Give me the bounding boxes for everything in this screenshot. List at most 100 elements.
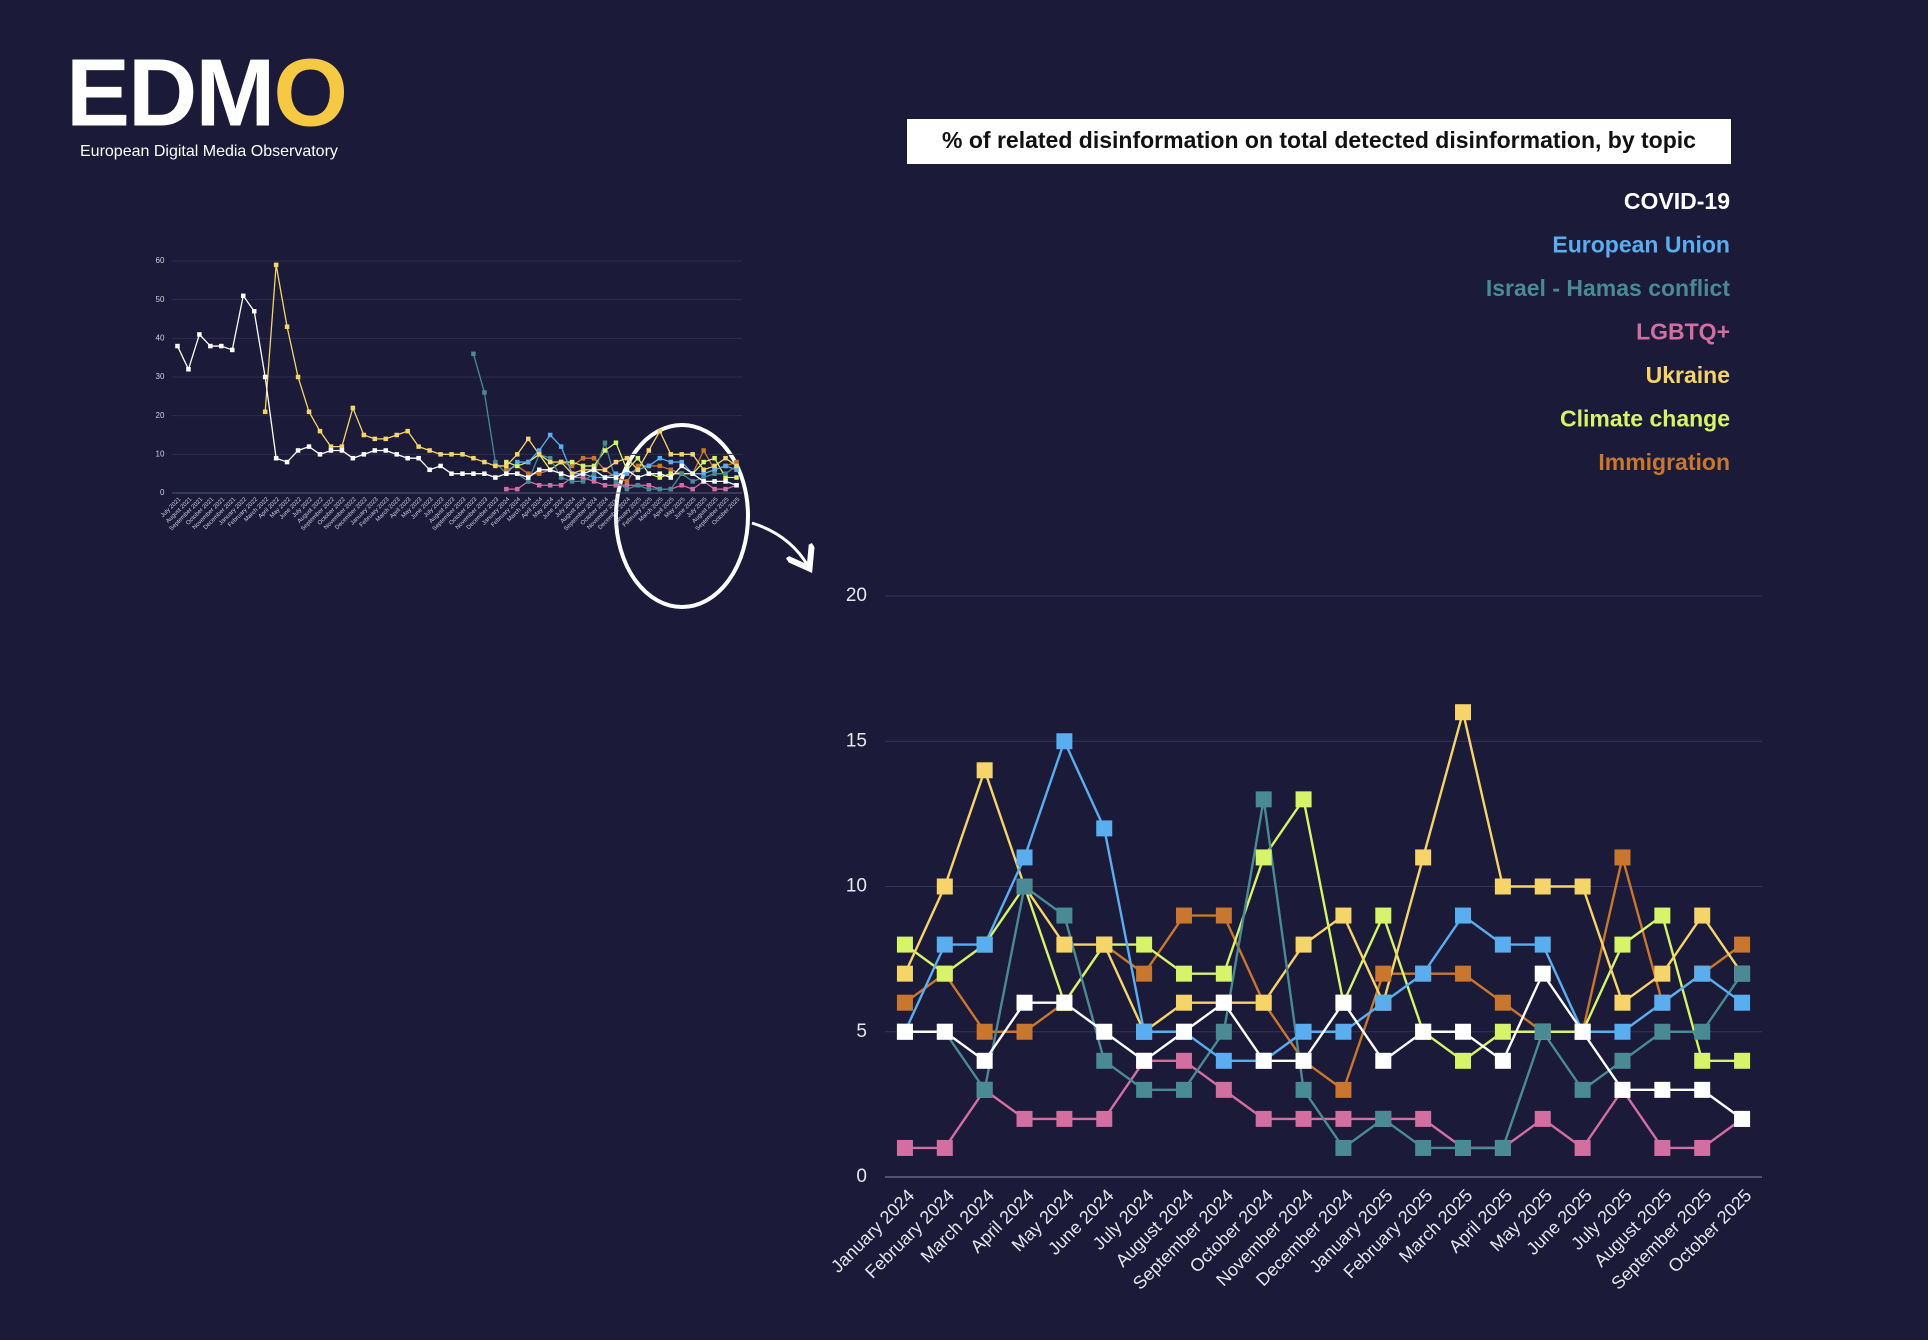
data-point: [646, 463, 652, 469]
data-point: [482, 471, 487, 476]
data-point: [1614, 994, 1631, 1011]
data-point: [1574, 1081, 1591, 1098]
data-point: [1534, 936, 1551, 953]
data-point: [547, 432, 553, 438]
data-point: [526, 475, 531, 480]
data-point: [701, 467, 706, 473]
data-point: [668, 475, 673, 480]
data-point: [1694, 1081, 1711, 1098]
data-point: [569, 475, 575, 480]
series-line: [903, 711, 1744, 1033]
data-point: [635, 455, 641, 461]
data-point: [1574, 1023, 1591, 1040]
series-line: [176, 295, 737, 486]
data-point: [460, 471, 465, 476]
data-point: [580, 463, 586, 469]
data-point: [1175, 965, 1192, 982]
data-point: [569, 459, 575, 465]
data-point: [657, 486, 663, 492]
data-point: [668, 467, 673, 473]
data-point: [536, 467, 542, 473]
data-point: [668, 471, 673, 476]
data-point: [372, 448, 378, 453]
data-point: [936, 936, 953, 953]
data-point: [1614, 849, 1631, 866]
data-point: [1415, 1023, 1432, 1040]
data-point: [1455, 907, 1472, 924]
data-point: [558, 475, 564, 480]
data-point: [1016, 1023, 1033, 1040]
y-tick-label: 40: [156, 333, 165, 342]
data-point: [1016, 1110, 1033, 1127]
data-point: [1255, 791, 1272, 808]
data-point: [1415, 849, 1432, 866]
data-point: [701, 471, 706, 476]
data-point: [449, 471, 454, 476]
data-point: [1375, 1052, 1392, 1069]
data-point: [460, 452, 465, 457]
legend-entry: Ukraine: [1646, 362, 1730, 388]
data-point: [624, 479, 630, 484]
data-point: [734, 467, 739, 473]
data-point: [668, 486, 673, 492]
data-point: [1494, 1052, 1511, 1069]
series-line: [264, 264, 737, 475]
y-tick-label: 15: [846, 730, 867, 751]
data-point: [723, 455, 728, 461]
data-point: [602, 475, 608, 480]
y-tick-label: 50: [156, 295, 165, 304]
data-point: [328, 444, 334, 449]
data-point: [580, 467, 586, 473]
data-point: [712, 471, 717, 476]
data-point: [569, 471, 575, 476]
data-point: [1494, 994, 1511, 1011]
highlight-circle: [614, 423, 750, 609]
data-point: [591, 475, 597, 480]
data-point: [701, 448, 706, 453]
data-point: [471, 471, 476, 476]
data-point: [679, 452, 684, 457]
data-point: [734, 459, 739, 465]
data-point: [896, 936, 913, 953]
data-point: [1215, 965, 1232, 982]
data-point: [1494, 878, 1511, 895]
data-point: [701, 475, 706, 480]
data-point: [526, 436, 531, 442]
data-point: [602, 448, 608, 453]
data-point: [328, 448, 334, 453]
data-point: [295, 448, 301, 453]
data-point: [482, 459, 487, 465]
data-point: [976, 936, 993, 953]
data-point: [1694, 965, 1711, 982]
data-point: [547, 459, 553, 465]
data-point: [1734, 1110, 1751, 1127]
data-point: [1175, 1081, 1192, 1098]
series-line: [904, 798, 1744, 1150]
data-point: [1215, 1081, 1232, 1098]
data-point: [690, 452, 695, 457]
data-point: [591, 463, 597, 469]
data-point: [701, 479, 706, 484]
data-point: [219, 343, 224, 349]
data-point: [1455, 704, 1472, 721]
data-point: [1375, 1110, 1392, 1127]
data-point: [1375, 907, 1392, 924]
data-point: [591, 467, 597, 473]
data-point: [449, 452, 454, 457]
data-point: [1415, 1110, 1432, 1127]
data-point: [526, 459, 531, 465]
data-point: [690, 486, 695, 492]
data-point: [1215, 907, 1232, 924]
data-point: [438, 463, 443, 469]
y-tick-label: 60: [156, 256, 165, 265]
data-point: [613, 459, 619, 465]
data-point: [1335, 1081, 1352, 1098]
data-point: [734, 463, 739, 469]
data-point: [1255, 1052, 1272, 1069]
data-point: [350, 405, 356, 411]
data-point: [405, 455, 410, 461]
data-point: [1494, 936, 1511, 953]
data-point: [646, 471, 652, 476]
data-point: [668, 459, 673, 465]
